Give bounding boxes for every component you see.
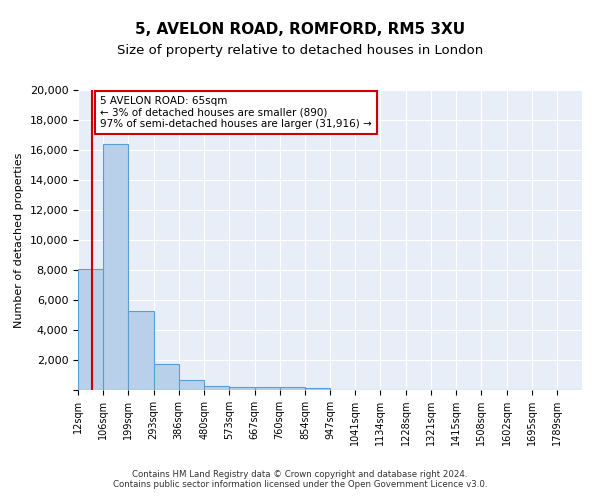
Bar xyxy=(204,386,229,390)
Bar xyxy=(229,386,254,390)
Text: 5, AVELON ROAD, ROMFORD, RM5 3XU: 5, AVELON ROAD, ROMFORD, RM5 3XU xyxy=(135,22,465,38)
Text: Contains HM Land Registry data © Crown copyright and database right 2024.
Contai: Contains HM Land Registry data © Crown c… xyxy=(113,470,487,489)
Bar xyxy=(128,310,154,390)
Bar xyxy=(179,380,204,390)
Bar xyxy=(154,364,179,390)
Y-axis label: Number of detached properties: Number of detached properties xyxy=(14,152,24,328)
Bar xyxy=(280,388,305,390)
Bar xyxy=(254,387,280,390)
Text: Size of property relative to detached houses in London: Size of property relative to detached ho… xyxy=(117,44,483,57)
Bar xyxy=(103,144,128,390)
Bar xyxy=(305,388,330,390)
Text: 5 AVELON ROAD: 65sqm
← 3% of detached houses are smaller (890)
97% of semi-detac: 5 AVELON ROAD: 65sqm ← 3% of detached ho… xyxy=(100,96,371,129)
Bar xyxy=(78,268,103,390)
